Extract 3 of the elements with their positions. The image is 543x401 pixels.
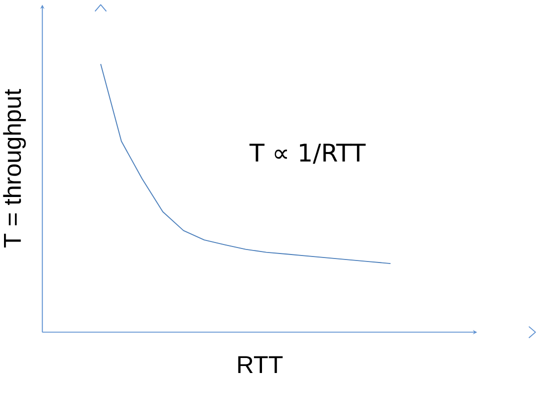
y-axis-title: T = throughput bbox=[3, 89, 26, 248]
x-axis-title: RTT bbox=[238, 356, 283, 374]
annotation: T ∝ 1/RTT bbox=[249, 144, 366, 164]
